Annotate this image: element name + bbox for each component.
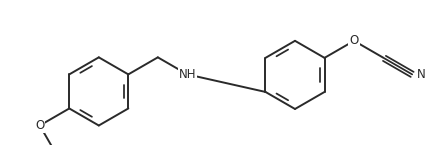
Text: NH: NH [178, 68, 196, 81]
Text: O: O [35, 119, 44, 132]
Text: O: O [348, 34, 358, 47]
Text: N: N [416, 68, 425, 81]
